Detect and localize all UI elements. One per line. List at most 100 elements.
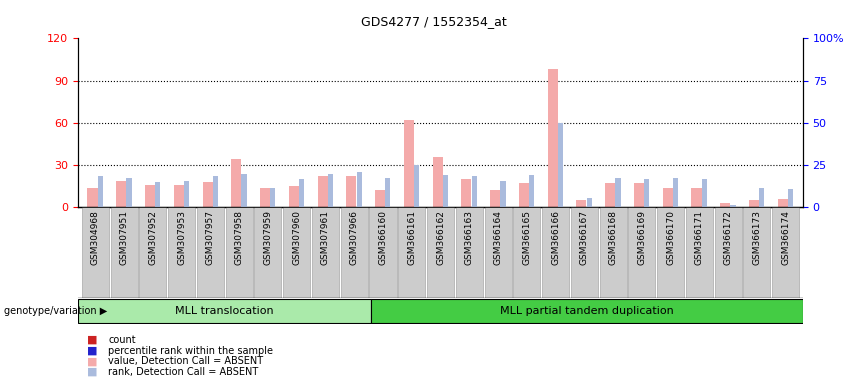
Text: GSM307959: GSM307959 — [264, 210, 273, 265]
Bar — [260, 188, 270, 207]
Bar — [270, 188, 275, 207]
Bar — [628, 207, 655, 298]
Text: GSM366173: GSM366173 — [753, 210, 761, 265]
Bar — [576, 200, 587, 207]
Bar — [600, 207, 627, 298]
Bar — [155, 182, 161, 207]
Text: GSM366165: GSM366165 — [523, 210, 531, 265]
Text: count: count — [108, 335, 136, 345]
Bar — [82, 207, 108, 298]
Text: ■: ■ — [87, 335, 97, 345]
Bar — [644, 179, 649, 207]
Text: GSM366174: GSM366174 — [781, 210, 790, 265]
Bar — [254, 207, 281, 298]
Bar — [749, 200, 759, 207]
Text: GSM307957: GSM307957 — [206, 210, 215, 265]
Bar — [213, 176, 218, 207]
Bar — [731, 205, 735, 207]
Bar — [490, 190, 500, 207]
Bar — [714, 207, 741, 298]
Bar — [289, 186, 299, 207]
Bar — [168, 207, 195, 298]
Bar — [456, 207, 483, 298]
Bar — [346, 176, 357, 207]
Bar — [500, 180, 505, 207]
Bar — [184, 180, 189, 207]
Text: GSM366169: GSM366169 — [637, 210, 647, 265]
Text: GSM366167: GSM366167 — [580, 210, 589, 265]
Bar — [197, 207, 224, 298]
Bar — [231, 159, 241, 207]
Text: GSM307966: GSM307966 — [350, 210, 358, 265]
Bar — [571, 207, 598, 298]
Text: GSM366166: GSM366166 — [551, 210, 560, 265]
Bar — [657, 207, 684, 298]
Text: value, Detection Call = ABSENT: value, Detection Call = ABSENT — [108, 356, 264, 366]
Bar — [743, 207, 771, 298]
Bar — [519, 184, 529, 207]
Text: ■: ■ — [87, 346, 97, 356]
Text: MLL translocation: MLL translocation — [175, 306, 274, 316]
Text: GSM366160: GSM366160 — [378, 210, 387, 265]
Text: GSM366161: GSM366161 — [407, 210, 417, 265]
Bar — [98, 176, 102, 207]
Bar — [145, 185, 155, 207]
Text: GSM307952: GSM307952 — [148, 210, 157, 265]
Text: GSM366164: GSM366164 — [494, 210, 503, 265]
Bar — [720, 203, 730, 207]
Bar — [692, 188, 701, 207]
Bar — [318, 176, 327, 207]
Bar — [88, 188, 97, 207]
Bar — [471, 176, 477, 207]
Text: GSM366162: GSM366162 — [436, 210, 445, 265]
Bar — [778, 199, 788, 207]
Bar — [542, 207, 569, 298]
Text: GSM366171: GSM366171 — [695, 210, 704, 265]
Bar — [328, 174, 333, 207]
Text: GSM307961: GSM307961 — [321, 210, 330, 265]
Text: MLL partial tandem duplication: MLL partial tandem duplication — [500, 306, 674, 316]
Bar — [375, 190, 385, 207]
Bar — [127, 178, 132, 207]
Bar — [615, 178, 621, 207]
Text: ■: ■ — [87, 356, 97, 366]
Bar — [241, 174, 247, 207]
Bar — [432, 157, 443, 207]
Bar — [513, 207, 540, 298]
Bar — [773, 207, 799, 298]
Bar — [357, 172, 362, 207]
Text: ■: ■ — [87, 367, 97, 377]
Text: GSM366163: GSM366163 — [464, 210, 474, 265]
Bar — [283, 207, 310, 298]
Bar — [385, 178, 391, 207]
Bar — [341, 207, 368, 298]
Text: GSM307951: GSM307951 — [120, 210, 128, 265]
Bar — [443, 175, 448, 207]
Bar — [701, 179, 707, 207]
Bar — [370, 207, 397, 298]
Bar — [202, 182, 213, 207]
Bar — [662, 188, 673, 207]
Text: GSM366168: GSM366168 — [608, 210, 617, 265]
Bar — [312, 207, 339, 298]
Bar — [587, 197, 592, 207]
Bar — [760, 188, 765, 207]
Bar — [529, 175, 535, 207]
Text: GSM366170: GSM366170 — [666, 210, 675, 265]
Bar — [484, 207, 511, 298]
Bar — [427, 207, 454, 298]
Bar — [398, 207, 425, 298]
Bar — [634, 184, 644, 207]
Bar — [404, 120, 414, 207]
Bar — [686, 207, 713, 298]
Bar — [226, 207, 253, 298]
Text: GSM304968: GSM304968 — [91, 210, 100, 265]
Text: genotype/variation ▶: genotype/variation ▶ — [4, 306, 108, 316]
Bar — [788, 189, 793, 207]
Bar — [605, 184, 615, 207]
Bar — [116, 180, 127, 207]
Text: GSM307958: GSM307958 — [234, 210, 244, 265]
Text: GSM366172: GSM366172 — [724, 210, 733, 265]
Text: percentile rank within the sample: percentile rank within the sample — [108, 346, 273, 356]
Text: GSM307960: GSM307960 — [293, 210, 301, 265]
